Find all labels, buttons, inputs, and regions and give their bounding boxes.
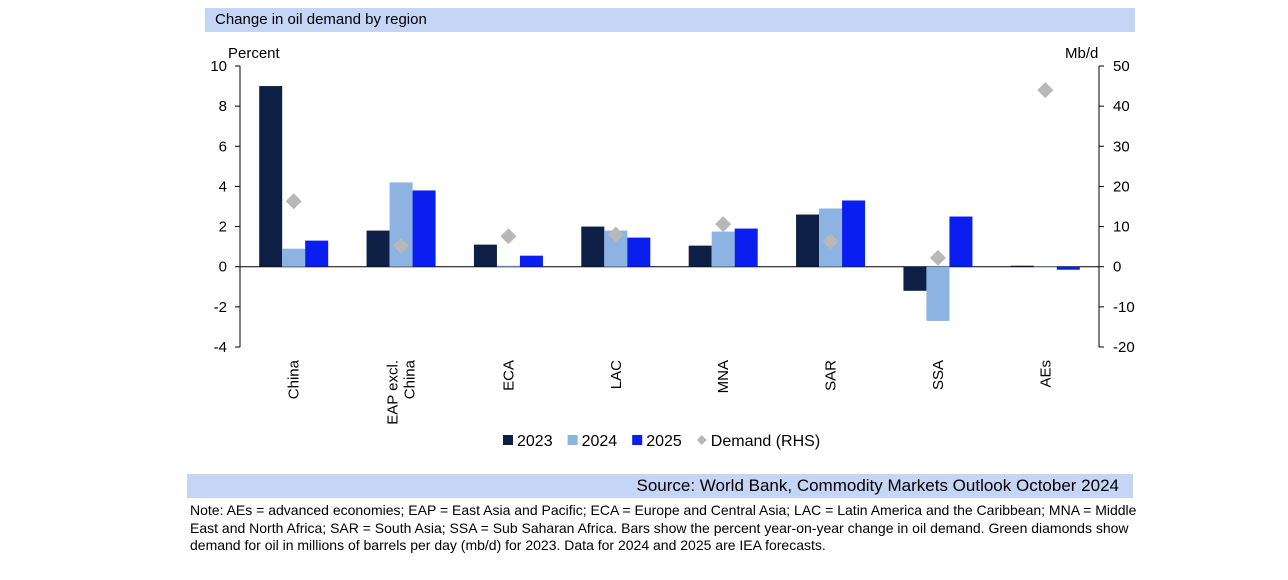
left-tick-label: 2 bbox=[219, 219, 227, 236]
category-label-line: EAP excl. bbox=[385, 360, 402, 425]
bar-2023-eca bbox=[473, 244, 497, 267]
bar-2023-lac bbox=[581, 226, 605, 267]
category-label-line: China bbox=[286, 359, 303, 399]
chart-canvas: Percent Mb/d-4-20246810-20-1001020304050C… bbox=[210, 45, 1135, 450]
bar-2025-eca bbox=[519, 255, 543, 267]
category-label: MNA bbox=[715, 360, 732, 393]
demand-marker-eap-excl-china bbox=[393, 237, 410, 254]
left-tick-label: 0 bbox=[219, 259, 227, 276]
demand-marker-aes bbox=[1037, 82, 1054, 99]
demand-marker-china bbox=[285, 193, 302, 210]
category-label: AEs bbox=[1037, 360, 1054, 388]
left-tick-label: 4 bbox=[219, 178, 227, 195]
category-label: LAC bbox=[608, 360, 625, 389]
category-label: China bbox=[286, 359, 303, 399]
bar-2025-mna bbox=[734, 228, 758, 267]
right-tick-label: 50 bbox=[1113, 58, 1130, 75]
bar-2023-mna bbox=[688, 245, 712, 267]
bar-2023-china bbox=[259, 86, 283, 267]
demand-marker-eca bbox=[500, 228, 517, 245]
left-tick-label: -4 bbox=[214, 339, 227, 356]
bar-2025-lac bbox=[627, 237, 651, 267]
category-label-line: SSA bbox=[930, 360, 947, 390]
demand-marker-ssa bbox=[929, 249, 946, 266]
left-tick-label: 10 bbox=[210, 58, 227, 75]
bar-2025-ssa bbox=[949, 216, 973, 267]
category-label: EAP excl.China bbox=[385, 359, 419, 424]
right-tick-label: 20 bbox=[1113, 178, 1130, 195]
legend-label: Demand (RHS) bbox=[711, 433, 820, 450]
source-bar: Source: World Bank, Commodity Markets Ou… bbox=[187, 474, 1133, 498]
demand-marker-sar bbox=[822, 233, 839, 250]
category-label: SAR bbox=[823, 360, 840, 391]
chart-note: Note: AEs = advanced economies; EAP = Ea… bbox=[190, 502, 1137, 553]
bar-2023-aes bbox=[1010, 265, 1034, 267]
bar-2023-sar bbox=[796, 214, 820, 267]
legend-swatch-2024 bbox=[567, 435, 578, 445]
category-label-line: ECA bbox=[500, 360, 517, 391]
bar-2023-ssa bbox=[903, 266, 927, 291]
legend-label: 2023 bbox=[517, 433, 553, 450]
demand-marker-mna bbox=[715, 216, 732, 233]
bar-2024-aes bbox=[1033, 266, 1057, 268]
category-label: ECA bbox=[500, 360, 517, 391]
legend-swatch-2025 bbox=[632, 435, 643, 445]
category-label-line: SAR bbox=[823, 360, 840, 391]
legend-swatch-demand bbox=[696, 435, 707, 445]
bar-2023-eap-excl-china bbox=[366, 230, 390, 267]
left-tick-label: 6 bbox=[219, 138, 227, 155]
category-label-line: China bbox=[402, 359, 419, 399]
bar-2024-eap-excl-china bbox=[389, 182, 413, 267]
left-tick-label: 8 bbox=[219, 98, 227, 115]
bar-2024-mna bbox=[711, 231, 735, 267]
category-label: SSA bbox=[930, 360, 947, 390]
bar-2024-ssa bbox=[926, 266, 950, 321]
left-tick-label: -2 bbox=[214, 299, 227, 316]
bar-2024-china bbox=[282, 248, 306, 267]
right-axis-label: Mb/d bbox=[1065, 45, 1098, 62]
left-axis-label: Percent bbox=[228, 45, 281, 62]
right-tick-label: 40 bbox=[1113, 98, 1130, 115]
legend-label: 2024 bbox=[582, 433, 618, 450]
demand-marker-lac bbox=[607, 226, 624, 243]
category-label-line: LAC bbox=[608, 360, 625, 389]
bar-2025-china bbox=[305, 240, 329, 267]
right-tick-label: 30 bbox=[1113, 138, 1130, 155]
right-tick-label: 0 bbox=[1113, 259, 1121, 276]
chart-title-bar: Change in oil demand by region bbox=[205, 8, 1135, 32]
right-tick-label: 10 bbox=[1113, 219, 1130, 236]
bar-2025-aes bbox=[1056, 266, 1080, 270]
bar-2025-sar bbox=[842, 200, 866, 267]
legend-label: 2025 bbox=[646, 433, 682, 450]
bar-2024-eca bbox=[496, 265, 520, 267]
bar-2025-eap-excl-china bbox=[412, 190, 436, 267]
bar-2024-lac bbox=[604, 230, 628, 267]
source-text: Source: World Bank, Commodity Markets Ou… bbox=[636, 476, 1120, 495]
chart-title: Change in oil demand by region bbox=[215, 11, 427, 28]
category-label-line: MNA bbox=[715, 360, 732, 393]
right-tick-label: -10 bbox=[1113, 299, 1135, 316]
category-label-line: AEs bbox=[1037, 360, 1054, 388]
right-tick-label: -20 bbox=[1113, 339, 1135, 356]
legend-swatch-2023 bbox=[503, 435, 513, 445]
